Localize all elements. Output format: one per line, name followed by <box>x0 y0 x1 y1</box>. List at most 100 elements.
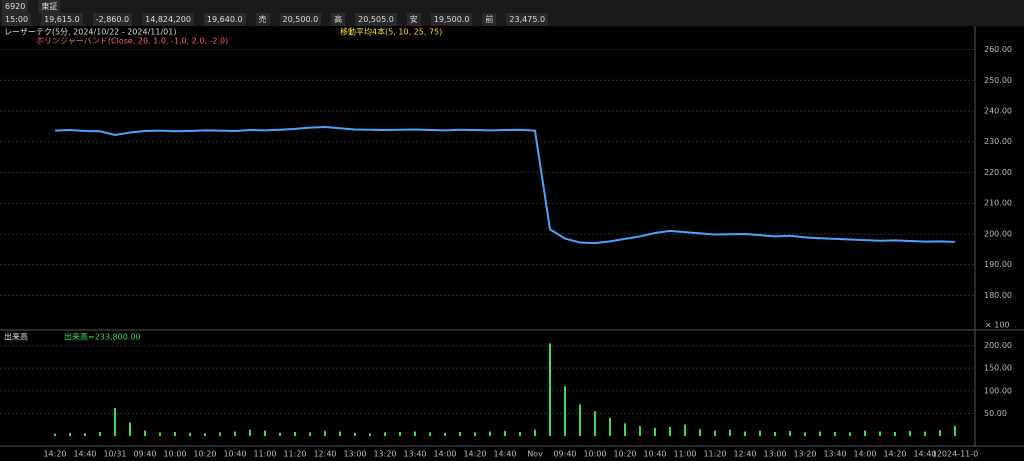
x-tick-label: 13:00 <box>763 450 786 459</box>
y-tick-label: 220.00 <box>984 168 1012 177</box>
chart-title: 出来高 <box>4 332 28 342</box>
y-tick-label: 240.00 <box>984 107 1012 116</box>
x-tick-label: 10:20 <box>613 450 636 459</box>
x-tick-label: 14:40 <box>73 450 96 459</box>
header-field: 14,824,200 <box>142 13 194 26</box>
volume-bar <box>399 431 401 436</box>
annotation: ボリンジャーバンド(Close, 20, 1.0, -1.0, 2.0, -2.… <box>36 37 228 46</box>
volume-bar <box>609 417 611 436</box>
volume-bar <box>879 431 881 436</box>
volume-bar <box>759 430 761 436</box>
x-tick-label: 13:40 <box>823 450 846 459</box>
volume-bar <box>459 431 461 436</box>
x-tick-label: 11:00 <box>253 450 276 459</box>
toolbar-row: 6920 東証 <box>0 0 1024 13</box>
x-tick-label: 14:20 <box>43 450 66 459</box>
volume-bar <box>309 432 311 436</box>
header-field: 19,500.0 <box>430 13 473 26</box>
x-tick-label: 12:40 <box>733 450 756 459</box>
header-field: -2,860.0 <box>92 13 133 26</box>
header-field: 売 <box>255 13 270 26</box>
volume-bar <box>549 343 551 436</box>
volume-bar <box>954 426 956 436</box>
volume-bar <box>669 426 671 436</box>
volume-bar <box>444 432 446 436</box>
y-unit: × 100 <box>985 321 1010 330</box>
y-tick-label: 200.00 <box>984 341 1012 350</box>
volume-bar <box>489 431 491 436</box>
x-tick-label: 13:20 <box>373 450 396 459</box>
header-field: 東証 <box>38 0 61 13</box>
volume-bar <box>744 431 746 436</box>
x-tick-label: 10:00 <box>163 450 186 459</box>
volume-bar <box>144 430 146 436</box>
volume-bar <box>99 431 101 436</box>
volume-bar <box>174 431 176 436</box>
volume-bar <box>534 429 536 436</box>
chart-title: レーザーテク(5分, 2024/10/22 - 2024/11/01) <box>4 28 176 37</box>
header-field: 20,505.0 <box>355 13 397 26</box>
volume-bar <box>384 432 386 436</box>
volume-bar <box>684 424 686 436</box>
volume-bar <box>159 432 161 436</box>
volume-bar <box>714 430 716 436</box>
volume-bar <box>504 431 506 436</box>
header-field: 23,475.0 <box>506 13 549 26</box>
y-tick-label: 250.00 <box>984 76 1012 85</box>
x-tick-label: 10:00 <box>583 450 606 459</box>
volume-bar <box>519 431 521 436</box>
volume-bar <box>84 433 86 436</box>
quote-row: 15:00 19,615.0 -2,860.0 14,824,200 19,640.0 売… <box>0 13 1024 26</box>
x-tick-label: 11:20 <box>283 450 306 459</box>
x-tick-label: 12:40 <box>313 450 336 459</box>
header-field: 前 <box>482 13 497 26</box>
x-tick-label: 14:20 <box>463 450 486 459</box>
x-tick-label: 14:40 <box>493 450 516 459</box>
volume-bar <box>324 431 326 436</box>
volume-bar <box>819 431 821 436</box>
header-field: 6920 <box>2 0 29 13</box>
volume-bar <box>849 432 851 436</box>
volume-bar <box>234 431 236 436</box>
volume-bar <box>189 432 191 436</box>
y-tick-label: 260.00 <box>984 45 1012 54</box>
volume-bar <box>804 432 806 436</box>
volume-bar <box>69 432 71 436</box>
header-field: 20,500.0 <box>279 13 322 26</box>
x-tick-label: 10/31 <box>103 450 126 459</box>
volume-bar <box>129 422 131 436</box>
x-tick-label: 11:20 <box>703 450 726 459</box>
volume-bar <box>474 432 476 436</box>
volume-bar <box>699 429 701 436</box>
volume-bar <box>414 431 416 436</box>
header-field: 19,615.0 <box>41 13 83 26</box>
x-tick-label: 11:00 <box>673 450 696 459</box>
volume-bar <box>369 433 371 436</box>
x-tick-label: 10:40 <box>643 450 666 459</box>
y-tick-label: 210.00 <box>984 199 1012 208</box>
volume-bar <box>909 431 911 436</box>
y-tick-label: 100.00 <box>984 386 1012 395</box>
x-tick-label: 13:00 <box>343 450 366 459</box>
x-tick-label: 12024-11-0 <box>932 450 979 459</box>
volume-bar <box>219 432 221 436</box>
volume-bar <box>279 432 281 436</box>
volume-bar <box>54 433 56 436</box>
volume-bar <box>339 431 341 436</box>
header-field: 19,640.0 <box>203 13 246 26</box>
x-tick-label: 09:40 <box>133 450 156 459</box>
x-tick-label: 14:20 <box>883 450 906 459</box>
x-tick-label: 09:40 <box>553 450 576 459</box>
volume-bar <box>579 404 581 436</box>
volume-bar <box>864 430 866 436</box>
volume-bar <box>729 429 731 436</box>
volume-bar <box>429 432 431 436</box>
x-tick-label: Nov <box>527 450 543 459</box>
y-tick-label: 180.00 <box>984 291 1012 300</box>
header-field: 高 <box>331 13 346 26</box>
x-tick-label: 14:00 <box>853 450 876 459</box>
volume-bar <box>639 426 641 436</box>
y-tick-label: 150.00 <box>984 364 1012 373</box>
annotation: 出来高=233,800.00 <box>64 332 141 342</box>
